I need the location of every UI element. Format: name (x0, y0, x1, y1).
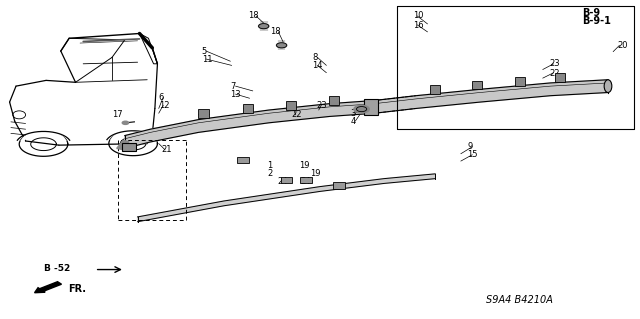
Text: FR.: FR. (68, 284, 86, 294)
Text: 20: 20 (618, 41, 628, 50)
Bar (243, 104, 253, 113)
Bar (300, 177, 312, 183)
Text: 11: 11 (202, 55, 212, 63)
Text: S9A4 B4210A: S9A4 B4210A (486, 295, 553, 305)
Text: 22: 22 (291, 110, 301, 119)
Text: 8: 8 (312, 53, 317, 62)
Text: 3: 3 (351, 109, 356, 118)
Circle shape (354, 105, 369, 113)
Text: 10: 10 (413, 11, 423, 20)
Bar (333, 182, 345, 189)
Bar (198, 109, 209, 118)
Text: 2: 2 (268, 169, 273, 178)
Text: 19: 19 (310, 169, 320, 178)
Text: 17: 17 (112, 110, 123, 119)
Text: 12: 12 (159, 101, 169, 110)
Text: 18: 18 (248, 11, 259, 20)
Text: 13: 13 (230, 90, 241, 99)
Ellipse shape (604, 80, 612, 93)
Text: 23: 23 (549, 59, 560, 68)
Circle shape (276, 43, 287, 48)
FancyArrow shape (35, 282, 61, 293)
Text: 15: 15 (467, 150, 477, 159)
Text: 19: 19 (300, 161, 310, 170)
Text: 18: 18 (270, 27, 281, 36)
Polygon shape (138, 174, 435, 222)
Bar (122, 143, 136, 151)
Text: 24: 24 (278, 177, 288, 186)
Text: 24: 24 (301, 177, 311, 186)
Text: 23: 23 (317, 101, 328, 110)
Text: 4: 4 (351, 117, 356, 126)
Text: 7: 7 (230, 82, 236, 91)
Bar (430, 85, 440, 93)
Bar (281, 177, 292, 183)
Text: B-9: B-9 (582, 8, 600, 18)
Text: 22: 22 (549, 69, 559, 78)
Text: 14: 14 (312, 61, 323, 70)
FancyArrow shape (116, 140, 129, 150)
Bar (286, 100, 296, 109)
Text: B-9-1: B-9-1 (582, 16, 611, 26)
Circle shape (259, 24, 269, 29)
Bar (364, 99, 378, 115)
Bar (472, 80, 482, 89)
Bar (329, 96, 339, 105)
Text: 6: 6 (159, 93, 164, 102)
Text: 21: 21 (161, 145, 172, 154)
Polygon shape (374, 80, 608, 113)
Bar (237, 157, 249, 163)
Polygon shape (125, 100, 374, 148)
Text: B -52: B -52 (44, 264, 70, 273)
Bar (515, 77, 525, 85)
Circle shape (122, 121, 129, 124)
Text: 16: 16 (413, 21, 424, 30)
Text: 9: 9 (467, 142, 472, 151)
Text: 1: 1 (268, 161, 273, 170)
Bar (555, 73, 565, 82)
Text: 5: 5 (202, 47, 207, 56)
